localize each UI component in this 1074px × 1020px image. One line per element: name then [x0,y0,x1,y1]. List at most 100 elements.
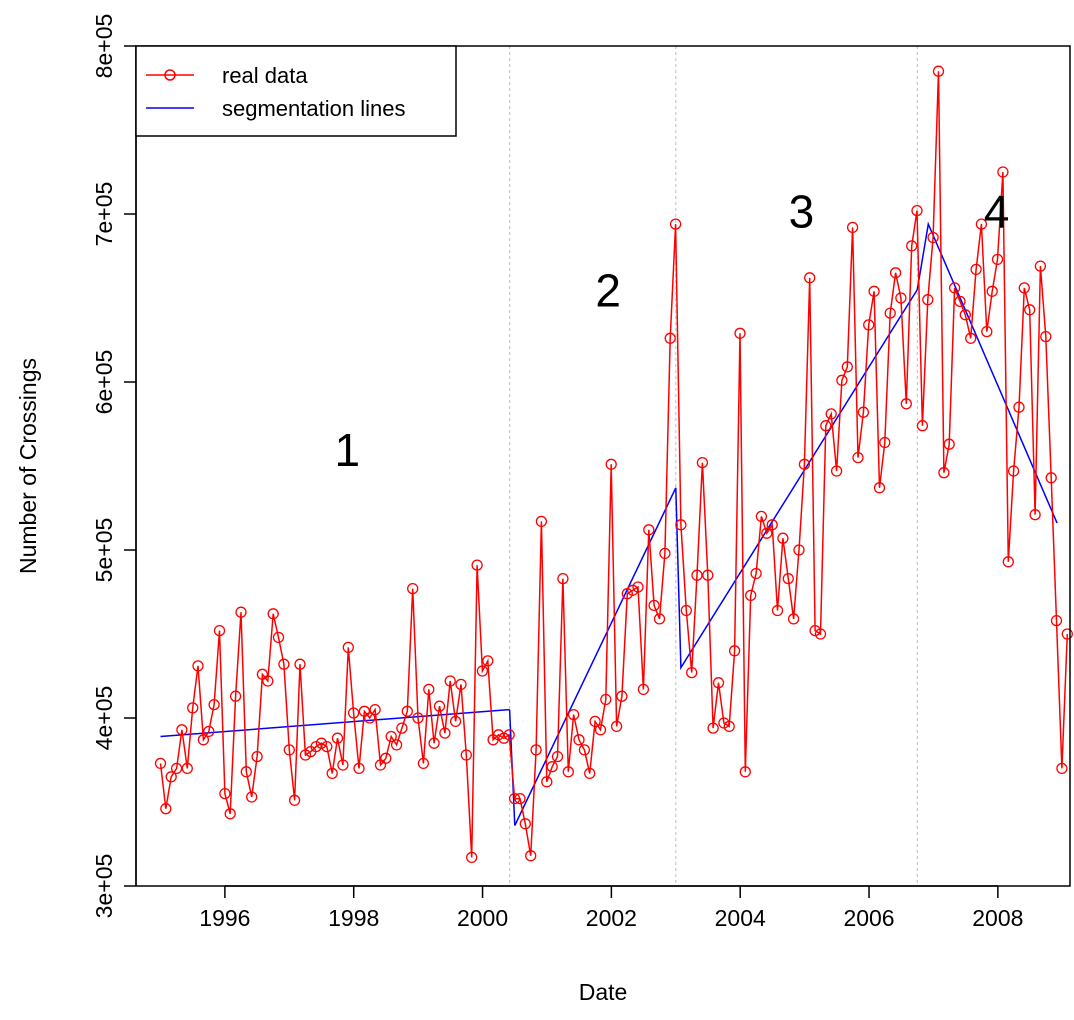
data-point [385,730,397,743]
data-point [637,683,650,696]
segmentation-line-3 [675,289,918,671]
data-point [251,750,263,763]
data-point [535,515,548,528]
data-point [326,767,338,780]
data-point [648,599,660,612]
data-point [600,693,612,706]
data-point [669,218,682,230]
data-point [804,272,816,284]
data-point [546,761,558,773]
data-point [428,737,440,749]
data-point [219,787,231,800]
data-point [702,569,714,581]
data-point [589,715,601,728]
data-point [449,715,462,728]
x-axis-title: Date [579,979,628,1005]
data-point [407,582,419,595]
data-point [712,677,725,689]
legend-box [135,45,457,137]
data-point [954,295,966,308]
data-point [825,408,837,420]
data-point [911,204,923,217]
data-point [739,766,751,778]
segmentation-line-1 [160,708,510,738]
data-point [567,708,580,721]
data-point [959,309,971,321]
data-point [331,732,344,744]
breakpoint-lines [509,46,918,886]
y-tick-label: 5e+05 [91,518,117,583]
data-point [594,724,607,736]
data-point [916,420,929,432]
data-point [734,327,746,339]
legend-segmentation-label: segmentation lines [222,96,405,121]
data-point [1056,762,1068,775]
data-point [170,762,183,775]
segment-label-2: 2 [595,264,621,316]
y-tick-label: 8e+05 [91,14,117,79]
data-point [240,766,252,778]
x-tick-label: 2002 [586,905,637,931]
legend-real-data-marker [164,69,176,81]
data-point [938,467,950,479]
data-point [948,282,961,294]
data-point [696,456,709,469]
data-point [643,524,655,536]
data-point [246,791,258,803]
data-point [782,572,794,585]
data-point [632,581,644,593]
data-point [364,712,376,724]
data-point [991,253,1004,266]
data-point [369,703,381,716]
data-point [610,720,623,733]
data-point [401,705,413,717]
data-point [256,668,269,680]
data-point [1018,282,1030,294]
data-point [508,792,521,805]
segmentation-line-4 [916,221,1058,524]
data-point [573,734,585,746]
data-point [1061,628,1073,640]
data-point [423,683,435,696]
data-point [616,690,628,702]
data-point [272,631,285,644]
legend: real data segmentation lines [135,45,457,137]
data-point [460,749,472,761]
data-point [503,729,515,741]
y-tick-label: 4e+05 [91,686,117,751]
data-point [1034,260,1047,272]
data-point [235,606,247,618]
data-point [267,608,279,620]
x-axis: 1996 1998 2000 2002 2004 2006 2008 [199,885,1023,931]
data-point [771,604,784,617]
real-data-series [154,65,1073,864]
data-point [288,794,301,806]
data-point [396,722,408,734]
segmentation-lines [160,221,1058,826]
data-point [466,851,478,864]
data-point [932,65,945,77]
data-point [986,285,998,297]
data-point [208,698,220,711]
data-point [787,613,800,625]
segment-label-1: 1 [334,424,360,476]
data-point [1040,330,1052,343]
data-point [745,589,757,602]
data-point [814,628,827,640]
data-point [653,613,666,625]
data-point [922,294,934,306]
data-point [471,559,483,571]
data-point [165,771,177,783]
x-tick-label: 2008 [972,905,1023,931]
data-point [841,361,853,373]
data-point [412,712,424,724]
data-point [530,744,542,756]
data-point [433,700,446,712]
data-point [664,332,676,344]
data-point [213,624,226,637]
data-point [686,666,698,679]
data-point [997,166,1009,178]
data-point [975,218,988,230]
data-point [755,510,768,523]
real-data-line [159,71,1069,858]
